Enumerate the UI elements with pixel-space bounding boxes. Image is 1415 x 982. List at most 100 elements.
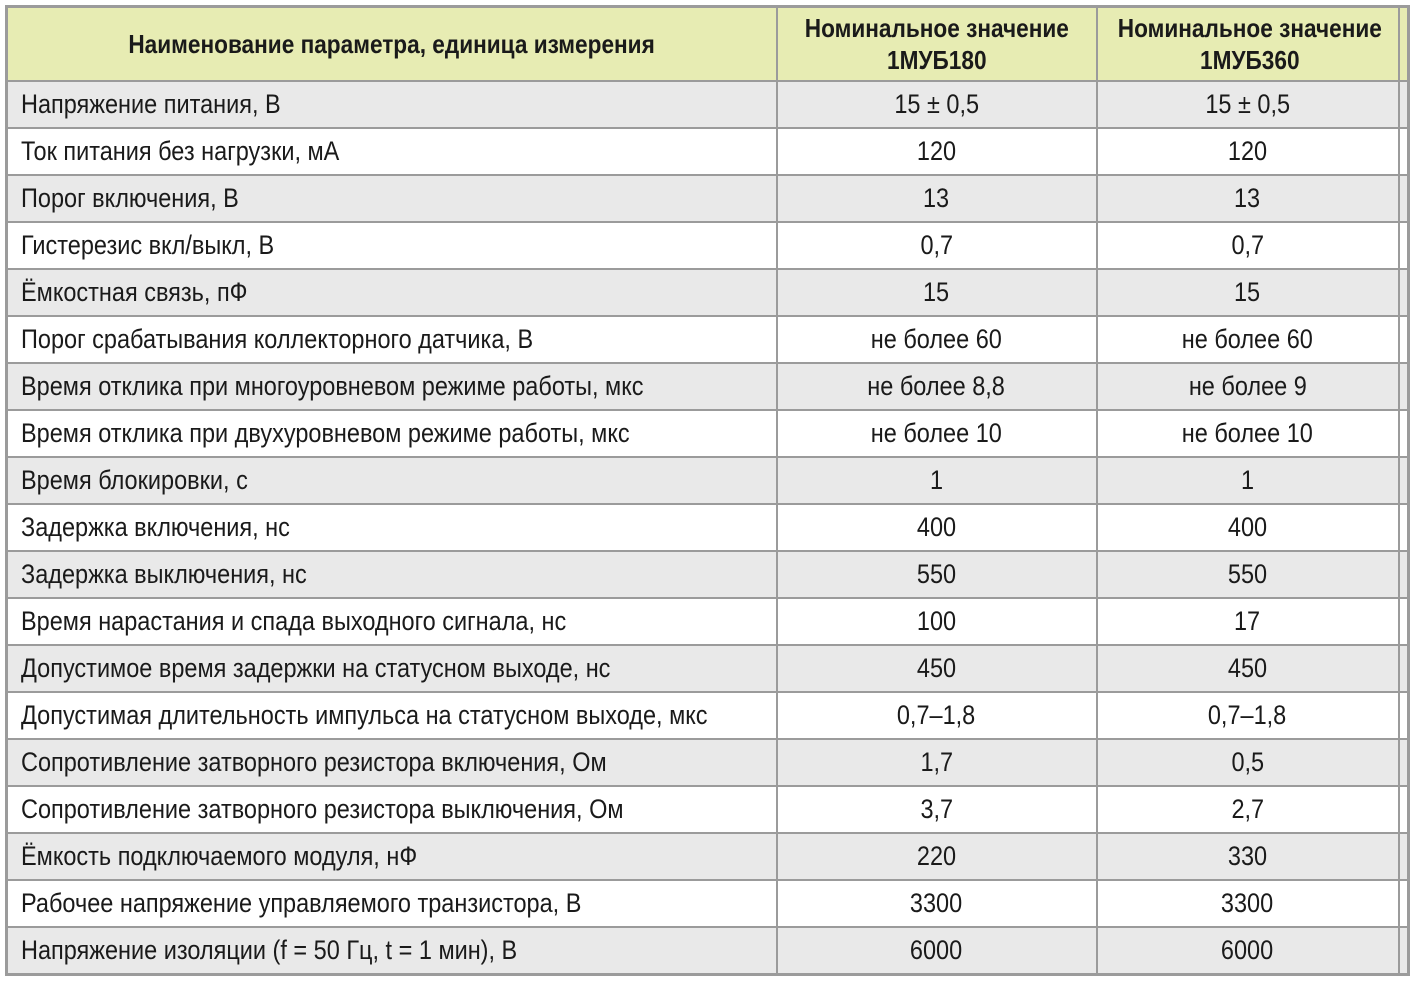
param-name-cell: Допустимое время задержки на статусном в… (5, 644, 778, 693)
param-name-cell: Сопротивление затворного резистора выклю… (5, 785, 778, 834)
column-header-parameter: Наименование параметра, единица измерени… (5, 5, 778, 82)
param-name-cell: Гистерезис вкл/выкл, В (5, 221, 778, 270)
value-cell-1mub180: 1 (775, 456, 1098, 505)
cutoff-cell (1397, 80, 1410, 129)
value-cell-1mub180: 3300 (775, 879, 1098, 928)
param-name-cell: Задержка выключения, нс (5, 550, 778, 599)
value-cell-1mub180: не более 60 (775, 315, 1098, 364)
value-cell-1mub360: 15 (1095, 268, 1400, 317)
column-header-1mub360: Номинальное значение 1МУБ360 (1095, 5, 1400, 82)
param-name-cell: Рабочее напряжение управляемого транзист… (5, 879, 778, 928)
table-header: Наименование параметра, единица измерени… (5, 5, 1410, 82)
param-name-cell: Сопротивление затворного резистора включ… (5, 738, 778, 787)
table-row: Допустимое время задержки на статусном в… (5, 644, 1410, 693)
value-cell-1mub180: 400 (775, 503, 1098, 552)
value-cell-1mub360: 1 (1095, 456, 1400, 505)
value-cell-1mub360: 550 (1095, 550, 1400, 599)
table-row: Время отклика при многоуровневом режиме … (5, 362, 1410, 411)
param-name-cell: Напряжение изоляции (f = 50 Гц, t = 1 ми… (5, 926, 778, 976)
cutoff-cell (1397, 268, 1410, 317)
param-name-cell: Ток питания без нагрузки, мА (5, 127, 778, 176)
table-row: Рабочее напряжение управляемого транзист… (5, 879, 1410, 928)
cutoff-cell (1397, 409, 1410, 458)
table-row: Порог срабатывания коллекторного датчика… (5, 315, 1410, 364)
value-cell-1mub180: 450 (775, 644, 1098, 693)
value-cell-1mub180: 120 (775, 127, 1098, 176)
value-cell-1mub180: 0,7–1,8 (775, 691, 1098, 740)
specs-table: Наименование параметра, единица измерени… (5, 5, 1410, 976)
param-name-cell: Время отклика при двухуровневом режиме р… (5, 409, 778, 458)
value-cell-1mub180: 13 (775, 174, 1098, 223)
table-row: Время нарастания и спада выходного сигна… (5, 597, 1410, 646)
param-name-cell: Допустимая длительность импульса на стат… (5, 691, 778, 740)
value-cell-1mub360: 0,5 (1095, 738, 1400, 787)
table-row: Напряжение изоляции (f = 50 Гц, t = 1 ми… (5, 926, 1410, 976)
column-header-1mub180: Номинальное значение 1МУБ180 (775, 5, 1098, 82)
value-cell-1mub360: 450 (1095, 644, 1400, 693)
table-row: Время блокировки, с 1 1 (5, 456, 1410, 505)
cutoff-cell (1397, 879, 1410, 928)
table-row: Ёмкостная связь, пФ 15 15 (5, 268, 1410, 317)
cutoff-cell (1397, 315, 1410, 364)
param-name-cell: Задержка включения, нс (5, 503, 778, 552)
value-cell-1mub360: 2,7 (1095, 785, 1400, 834)
table-row: Сопротивление затворного резистора включ… (5, 738, 1410, 787)
table-row: Ток питания без нагрузки, мА 120 120 (5, 127, 1410, 176)
cutoff-cell (1397, 362, 1410, 411)
value-cell-1mub360: 400 (1095, 503, 1400, 552)
cutoff-cell (1397, 738, 1410, 787)
cutoff-cell (1397, 597, 1410, 646)
value-cell-1mub360: 15 ± 0,5 (1095, 80, 1400, 129)
header-row: Наименование параметра, единица измерени… (5, 5, 1410, 82)
value-cell-1mub180: 100 (775, 597, 1098, 646)
param-name-cell: Время отклика при многоуровневом режиме … (5, 362, 778, 411)
param-name-cell: Порог срабатывания коллекторного датчика… (5, 315, 778, 364)
param-name-cell: Время блокировки, с (5, 456, 778, 505)
specs-table-container: Наименование параметра, единица измерени… (5, 5, 1410, 976)
table-row: Допустимая длительность импульса на стат… (5, 691, 1410, 740)
value-cell-1mub360: не более 9 (1095, 362, 1400, 411)
column-header-1mub180-label: Номинальное значение 1МУБ180 (804, 12, 1069, 76)
value-cell-1mub180: 6000 (775, 926, 1098, 976)
table-row: Сопротивление затворного резистора выклю… (5, 785, 1410, 834)
value-cell-1mub360: 3300 (1095, 879, 1400, 928)
column-header-cutoff (1397, 5, 1410, 82)
value-cell-1mub360: 330 (1095, 832, 1400, 881)
value-cell-1mub180: 550 (775, 550, 1098, 599)
value-cell-1mub180: 3,7 (775, 785, 1098, 834)
value-cell-1mub360: 6000 (1095, 926, 1400, 976)
value-cell-1mub360: 13 (1095, 174, 1400, 223)
table-row: Напряжение питания, В 15 ± 0,5 15 ± 0,5 (5, 80, 1410, 129)
cutoff-cell (1397, 832, 1410, 881)
cutoff-cell (1397, 691, 1410, 740)
cutoff-cell (1397, 644, 1410, 693)
cutoff-cell (1397, 926, 1410, 976)
param-name-cell: Порог включения, В (5, 174, 778, 223)
value-cell-1mub360: не более 60 (1095, 315, 1400, 364)
table-body: Напряжение питания, В 15 ± 0,5 15 ± 0,5 … (5, 80, 1410, 976)
cutoff-cell (1397, 174, 1410, 223)
cutoff-cell (1397, 221, 1410, 270)
value-cell-1mub360: 0,7 (1095, 221, 1400, 270)
table-row: Задержка включения, нс 400 400 (5, 503, 1410, 552)
table-row: Задержка выключения, нс 550 550 (5, 550, 1410, 599)
value-cell-1mub180: 15 ± 0,5 (775, 80, 1098, 129)
cutoff-cell (1397, 550, 1410, 599)
table-row: Гистерезис вкл/выкл, В 0,7 0,7 (5, 221, 1410, 270)
table-row: Время отклика при двухуровневом режиме р… (5, 409, 1410, 458)
table-row: Порог включения, В 13 13 (5, 174, 1410, 223)
cutoff-cell (1397, 503, 1410, 552)
value-cell-1mub360: 120 (1095, 127, 1400, 176)
value-cell-1mub360: 0,7–1,8 (1095, 691, 1400, 740)
value-cell-1mub180: 1,7 (775, 738, 1098, 787)
column-header-1mub360-label: Номинальное значение 1МУБ360 (1117, 12, 1382, 76)
value-cell-1mub180: не более 8,8 (775, 362, 1098, 411)
param-name-cell: Ёмкостная связь, пФ (5, 268, 778, 317)
value-cell-1mub180: 220 (775, 832, 1098, 881)
table-row: Ёмкость подключаемого модуля, нФ 220 330 (5, 832, 1410, 881)
value-cell-1mub180: 0,7 (775, 221, 1098, 270)
value-cell-1mub180: не более 10 (775, 409, 1098, 458)
param-name-cell: Напряжение питания, В (5, 80, 778, 129)
param-name-cell: Ёмкость подключаемого модуля, нФ (5, 832, 778, 881)
value-cell-1mub360: не более 10 (1095, 409, 1400, 458)
